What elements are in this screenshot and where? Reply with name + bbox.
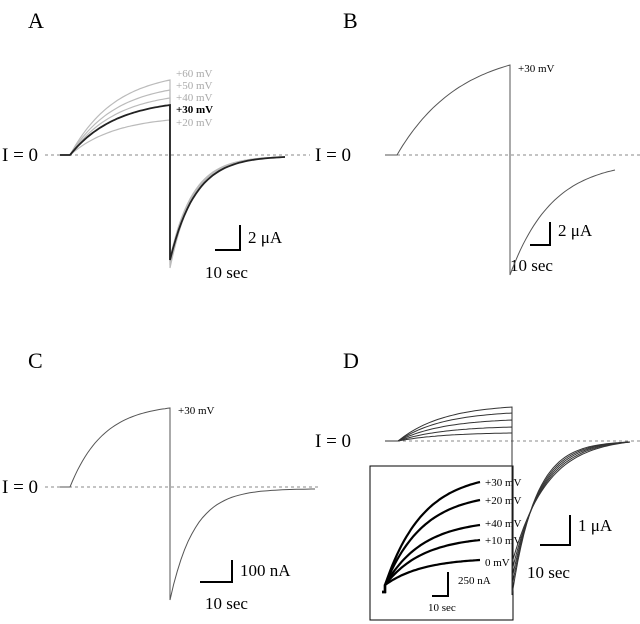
scale-bar	[530, 222, 551, 246]
trace-label: +30 mV	[176, 104, 213, 116]
trace-label: +40 mV	[176, 92, 213, 104]
inset-trace	[382, 538, 481, 594]
scale-label: 10 sec	[205, 263, 248, 282]
panel-label: C	[28, 348, 43, 373]
scale-label: 2 μA	[558, 221, 593, 240]
scale-bar	[540, 515, 571, 546]
trace	[385, 406, 631, 596]
inset-trace	[382, 498, 481, 594]
trace	[385, 432, 631, 564]
panel-label: D	[343, 348, 359, 373]
trace-label: +40 mV	[485, 518, 522, 530]
trace-label: +10 mV	[485, 535, 522, 547]
zero-label: I = 0	[2, 145, 38, 166]
trace-label: +30 mV	[518, 63, 555, 75]
trace	[60, 103, 286, 261]
inset-trace	[382, 558, 481, 594]
panel-label: A	[28, 8, 44, 33]
scale-bar	[200, 560, 233, 583]
scale-label: 2 μA	[248, 228, 283, 247]
trace	[385, 412, 631, 588]
zero-label: I = 0	[2, 477, 38, 498]
scale-label: 10 sec	[510, 256, 553, 275]
trace-label: +50 mV	[176, 80, 213, 92]
trace	[385, 64, 616, 276]
scale-bar	[432, 572, 449, 597]
scale-label: 250 nA	[458, 575, 491, 587]
scale-label: 10 sec	[527, 563, 570, 582]
inset-box	[369, 465, 514, 621]
panel-label: B	[343, 8, 358, 33]
trace-label: +30 mV	[485, 477, 522, 489]
scale-label: 100 nA	[240, 561, 291, 580]
trace-label: +20 mV	[485, 495, 522, 507]
scale-label: 1 μA	[578, 516, 613, 535]
scale-label: 10 sec	[428, 602, 456, 614]
trace	[60, 407, 315, 601]
trace	[385, 419, 631, 580]
trace	[385, 426, 631, 572]
inset-trace	[382, 480, 481, 594]
trace-label: +20 mV	[176, 117, 213, 129]
inset-trace	[382, 523, 481, 594]
zero-label: I = 0	[315, 145, 351, 166]
trace-label: +60 mV	[176, 68, 213, 80]
zero-label: I = 0	[315, 431, 351, 452]
trace-label: 0 mV	[485, 557, 510, 569]
scale-label: 10 sec	[205, 594, 248, 613]
scale-bar	[215, 225, 241, 251]
trace-label: +30 mV	[178, 405, 215, 417]
